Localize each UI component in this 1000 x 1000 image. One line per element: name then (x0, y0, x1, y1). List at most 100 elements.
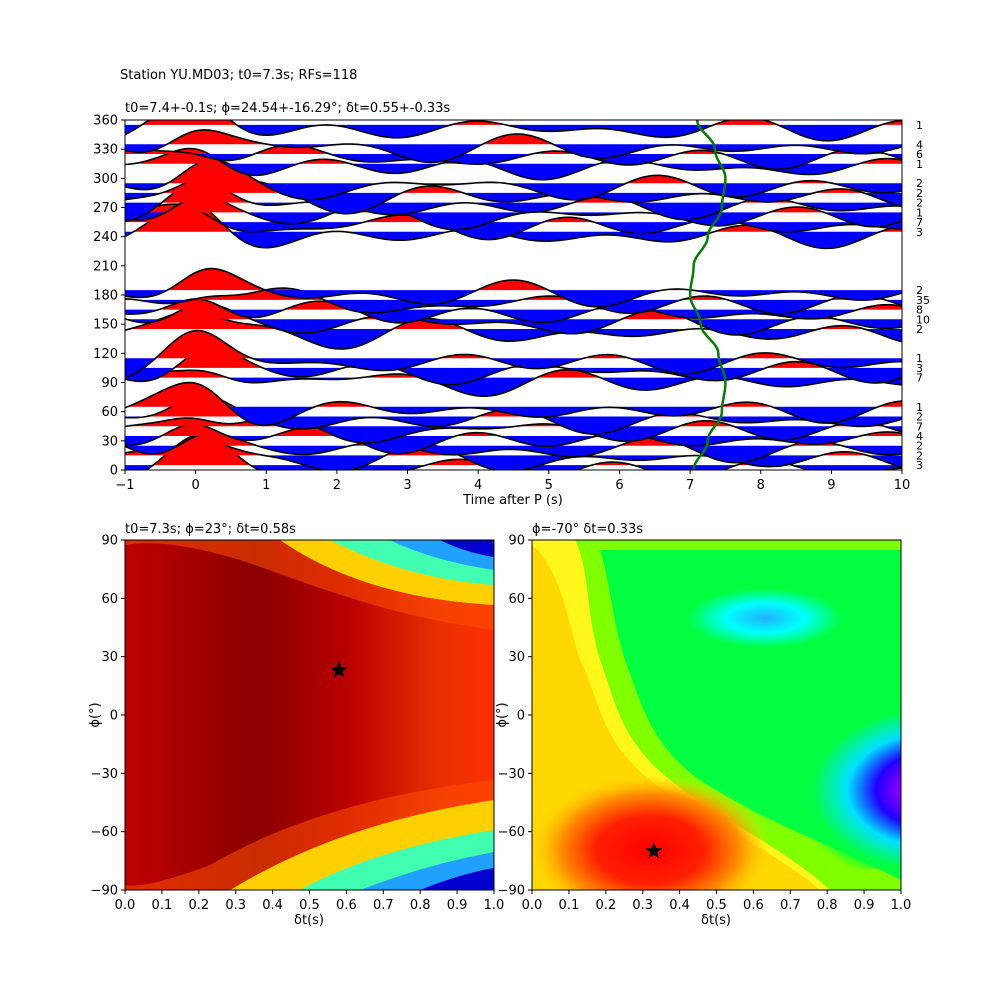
trace-count-label: 1 (916, 119, 923, 132)
trace-count-label: 2 (916, 440, 923, 453)
trace-count-label: 1 (916, 158, 923, 171)
top-x-tick-label: 5 (545, 478, 553, 493)
rf-positive-fill (125, 330, 902, 359)
right-ticks: 0.0 0.1 0.2 0.3 0.4 0.5 0.6 0.7 0.8 0.9 1.0 −90 −60 −… (498, 534, 912, 914)
trace-count-label: 4 (916, 138, 923, 151)
top-y-tick-label: 120 (93, 347, 118, 362)
heatmap-x-tick-label: 0.8 (410, 898, 431, 913)
heatmap-x-tick-label: 0.0 (522, 898, 543, 913)
rf-negative-fill (125, 202, 902, 222)
heatmap-x-tick-label: 0.6 (743, 898, 764, 913)
left-panel-title: t0=7.3s; ϕ=23°; δt=0.58s (125, 522, 296, 537)
trace-count-label: 7 (916, 420, 923, 433)
heatmap-y-tick-label: 0 (110, 709, 118, 724)
top-y-ticks: 0 30 60 90 120 150 180 210 240 270 300 330 360 (93, 114, 125, 479)
right-x-axis-label: δt(s) (701, 913, 731, 928)
top-y-tick-label: 60 (101, 405, 118, 420)
receiver-function-traces (125, 120, 902, 470)
heatmap-x-tick-label: 0.1 (152, 898, 173, 913)
rf-negative-fill (125, 426, 902, 443)
trace-count-label: 35 (916, 294, 930, 307)
rf-trace (125, 203, 902, 241)
trace-count-label: 3 (916, 459, 923, 472)
trace-count-label: 7 (916, 372, 923, 385)
rf-negative-fill (125, 309, 902, 323)
splitting-map-left: t0=7.3s; ϕ=23°; δt=0.58s 0.0 0.1 0.2 0.3 0.4… (88, 522, 504, 928)
heatmap-x-tick-label: 0.9 (854, 898, 875, 913)
rf-negative-fill (125, 290, 902, 307)
heatmap-x-tick-label: 0.2 (595, 898, 616, 913)
rf-negative-fill (125, 416, 902, 435)
top-y-tick-label: 30 (101, 434, 118, 449)
heatmap-y-tick-label: −30 (91, 767, 118, 782)
trace-count-label: 2 (916, 197, 923, 210)
trace-count-label: 7 (916, 216, 923, 229)
heatmap-x-tick-label: 0.6 (336, 898, 357, 913)
left-heatmap (125, 540, 494, 890)
trace-count-label: 2 (916, 187, 923, 200)
rf-negative-fill (125, 455, 902, 470)
rf-negative-fill (125, 163, 902, 180)
heatmap-x-tick-label: 0.1 (559, 898, 580, 913)
rf-positive-fill (125, 416, 902, 427)
rf-negative-fill (125, 183, 902, 200)
heatmap-y-tick-label: 0 (517, 709, 525, 724)
heatmap-x-tick-label: 0.4 (669, 898, 690, 913)
left-x-axis-label: δt(s) (294, 913, 324, 928)
left-ticks: 0.0 0.1 0.2 0.3 0.4 0.5 0.6 0.7 0.8 0.9 1.0 −90 −60 −… (91, 534, 505, 914)
heatmap-x-tick-label: 1.0 (484, 898, 505, 913)
rf-trace-line (125, 346, 902, 386)
top-x-tick-label: 8 (757, 478, 765, 493)
heatmap-y-tick-label: 30 (101, 650, 118, 665)
trace-count-label: 2 (916, 323, 923, 336)
trace-count-label: 1 (916, 206, 923, 219)
heatmap-x-tick-label: 0.9 (447, 898, 468, 913)
top-x-tick-label: 10 (894, 478, 911, 493)
rf-trace (125, 267, 902, 308)
heatmap-x-tick-label: 0.3 (225, 898, 246, 913)
rf-negative-fill (125, 329, 902, 350)
right-best-star-marker (645, 842, 663, 859)
rf-trace (125, 298, 902, 324)
trace-count-label: 2 (916, 449, 923, 462)
rf-trace-line (125, 440, 902, 470)
rf-trace (125, 329, 902, 379)
trace-count-label: 4 (916, 430, 923, 443)
heatmap-y-tick-label: 30 (508, 650, 525, 665)
trace-count-label: 1 (916, 352, 923, 365)
rf-positive-fill (125, 382, 902, 407)
rf-trace-line (125, 158, 902, 201)
top-y-tick-label: 360 (93, 114, 118, 129)
top-y-tick-label: 210 (93, 259, 118, 274)
top-x-tick-label: −1 (115, 478, 134, 493)
heatmap-x-tick-label: 0.5 (299, 898, 320, 913)
trace-count-label: 3 (916, 362, 923, 375)
top-y-tick-label: 330 (93, 143, 118, 158)
rf-positive-fill (125, 144, 902, 155)
top-y-tick-label: 90 (101, 376, 118, 391)
rf-trace-line (125, 381, 902, 427)
rf-positive-fill (125, 369, 902, 378)
rf-negative-fill (125, 445, 902, 463)
heatmap-x-tick-label: 0.0 (115, 898, 136, 913)
heatmap-y-tick-label: −90 (498, 884, 525, 899)
moveout-curve (688, 120, 727, 470)
heatmap-x-tick-label: 0.7 (373, 898, 394, 913)
heatmap-x-tick-label: 0.7 (780, 898, 801, 913)
heatmap-x-tick-label: 1.0 (891, 898, 912, 913)
rf-trace-line (125, 287, 902, 315)
left-y-axis-label: ϕ(°) (88, 702, 103, 727)
rf-trace-line (125, 144, 902, 171)
top-y-tick-label: 240 (93, 230, 118, 245)
heatmap-y-tick-label: −60 (498, 825, 525, 840)
trace-count-label: 6 (916, 148, 923, 161)
receiver-function-panel: t0=7.4+-0.1s; ϕ=24.54+-16.29°; δt=0.55+-… (93, 101, 930, 508)
heatmap-y-tick-label: −60 (91, 825, 118, 840)
heatmap-x-tick-label: 0.4 (262, 898, 283, 913)
top-x-tick-label: 9 (827, 478, 835, 493)
rf-trace-line (125, 203, 902, 241)
figure-suptitle: Station YU.MD03; t0=7.3s; RFs=118 (120, 68, 357, 83)
rf-trace (125, 144, 902, 171)
